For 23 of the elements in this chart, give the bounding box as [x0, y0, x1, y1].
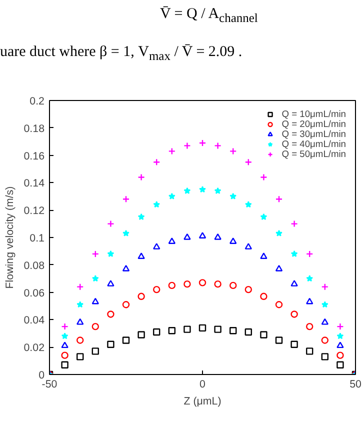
- y-tick-label: 0.18: [24, 122, 45, 135]
- x-tick-label: -50: [42, 378, 58, 390]
- legend-label: Q = 50μmL/min: [282, 149, 346, 159]
- y-tick-label: 0.2: [30, 96, 45, 108]
- y-tick-label: 0.16: [24, 150, 45, 162]
- legend-label: Q = 20μmL/min: [282, 119, 346, 129]
- y-tick-label: 0.14: [24, 178, 45, 190]
- x-tick-label: 0: [200, 378, 206, 390]
- text: V̄ = Q / A$_{channel}$: [159, 5, 258, 27]
- y-tick-label: 0: [38, 370, 45, 382]
- y-tick-label: 0.12: [24, 205, 45, 218]
- y-tick-label: 0.1: [30, 232, 45, 244]
- y-tick-label: 0.02: [24, 342, 45, 354]
- y-tick-label: 0.08: [24, 260, 45, 272]
- text: uare duct where β = 1, V$_{max}$ / V̄ = 2.09 .: [0, 42, 244, 65]
- y-tick-label: 0.04: [24, 314, 45, 327]
- legend-label: Q = 10μmL/min: [282, 109, 346, 119]
- legend-label: Q = 30μmL/min: [282, 129, 346, 139]
- x-axis-title: Z (μmL): [184, 396, 222, 408]
- y-axis-title: Flowing velocity (m/s): [4, 186, 16, 289]
- legend-label: Q = 40μmL/min: [282, 139, 346, 149]
- y-tick-label: 0.06: [24, 287, 45, 300]
- x-tick-label: 50: [350, 378, 362, 390]
